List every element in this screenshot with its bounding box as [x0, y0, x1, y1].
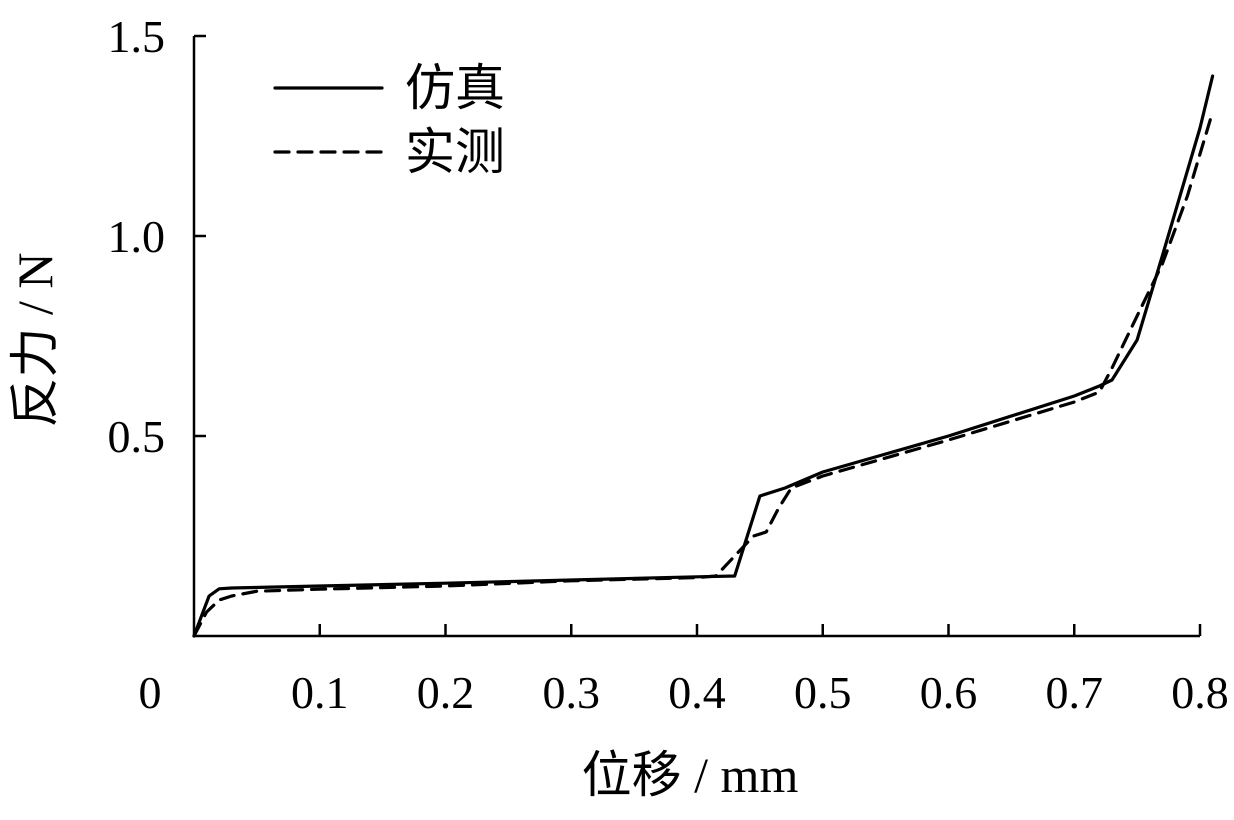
y-axis-title: 反力 / N — [7, 253, 63, 428]
series-line-1 — [192, 74, 1215, 638]
x-tick-label: 0.1 — [291, 667, 349, 718]
legend-label-1: 仿真 — [405, 60, 505, 116]
series-group — [192, 74, 1215, 638]
x-tick-label: 0.4 — [668, 667, 726, 718]
x-tick-label: 0.7 — [1046, 667, 1104, 718]
x-tick-label: 0.2 — [417, 667, 475, 718]
x-tick-label: 0.8 — [1171, 667, 1229, 718]
x-tick-label: 0.3 — [543, 667, 601, 718]
x-tick-label: 0.5 — [794, 667, 852, 718]
axes: 0 0.1 0.2 0.3 0.4 0.5 0.6 0.7 0.8 0.5 1.0 1.5 — [108, 11, 1229, 718]
x-tick-label: 0.6 — [920, 667, 978, 718]
y-tick-label: 1.5 — [108, 11, 166, 62]
series-line-2 — [192, 110, 1215, 638]
legend-label-2: 实测 — [405, 124, 505, 180]
y-tick-label: 0.5 — [108, 411, 166, 462]
y-tick-label: 1.0 — [108, 211, 166, 262]
x-axis-title: 位移 / mm — [582, 747, 799, 803]
x-tick-label: 0 — [139, 667, 162, 718]
